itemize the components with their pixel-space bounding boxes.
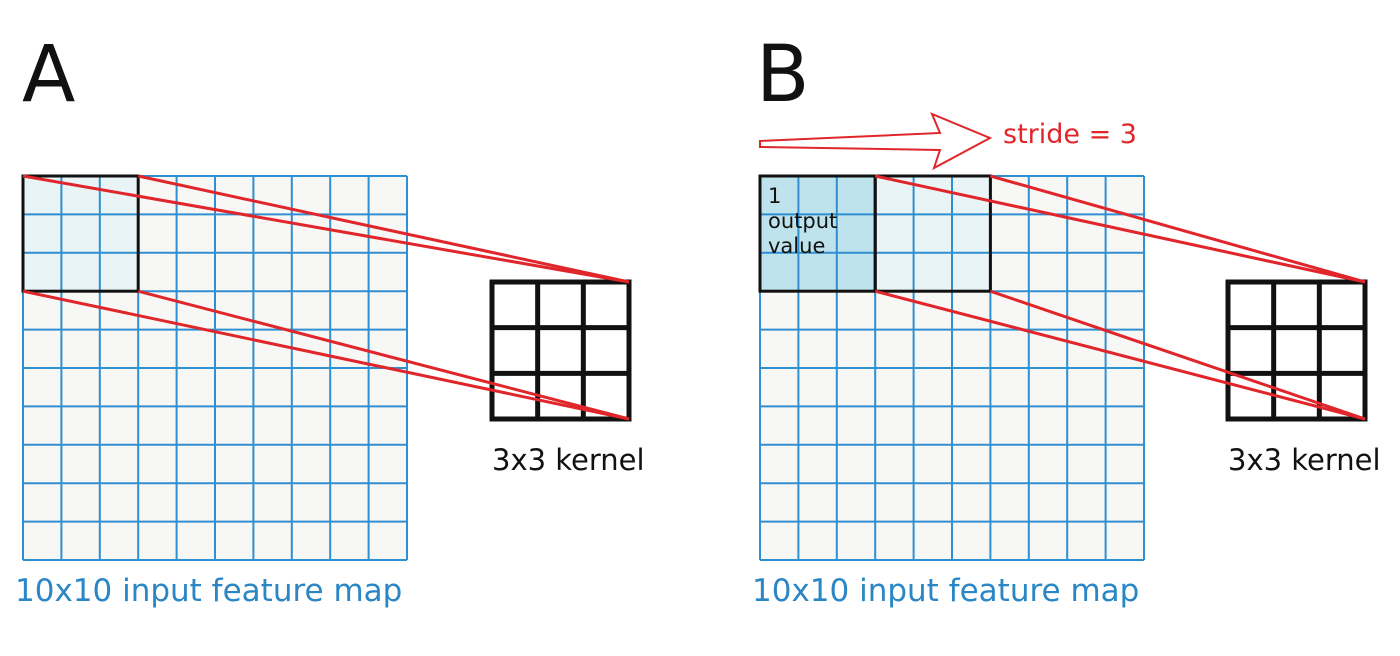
panel-b-projection-line xyxy=(874,174,1366,284)
panel-b-kernel-caption: 3x3 kernel xyxy=(1228,443,1381,477)
output-line-1: 1 xyxy=(768,184,782,208)
panel-a-window-fill xyxy=(23,176,139,292)
panel-a-projection-line xyxy=(137,289,630,421)
panel-b-projection-line xyxy=(874,289,1366,421)
panel-b-output-cell-fill xyxy=(760,176,876,292)
panel-b-window-outline xyxy=(873,174,992,293)
output-line-2: output xyxy=(768,209,838,233)
panel-a-window-outline xyxy=(21,174,140,293)
panel-b-input-caption: 10x10 input feature map xyxy=(752,573,1140,609)
panel-b-window-fill xyxy=(875,176,991,292)
output-value-label: 1 output value xyxy=(768,184,837,259)
panel-a-kernel-caption: 3x3 kernel xyxy=(492,443,645,477)
panel-b-projection-line xyxy=(989,289,1366,421)
panel-a-projection-line xyxy=(137,174,630,284)
panel-a-projection-line xyxy=(22,289,630,421)
panel-a-input-caption: 10x10 input feature map xyxy=(15,573,403,609)
output-line-3: value xyxy=(768,234,826,258)
panel-a-projection-line xyxy=(22,174,630,284)
panel-b-projection-line xyxy=(989,174,1366,284)
panel-b-kernel-box xyxy=(1225,279,1368,422)
stride-arrow-icon xyxy=(759,112,993,171)
panel-b-letter: B xyxy=(756,30,810,120)
stride-label: stride = 3 xyxy=(1003,119,1137,150)
panel-a-kernel-box xyxy=(489,279,632,422)
panel-a-letter: A xyxy=(22,30,76,120)
